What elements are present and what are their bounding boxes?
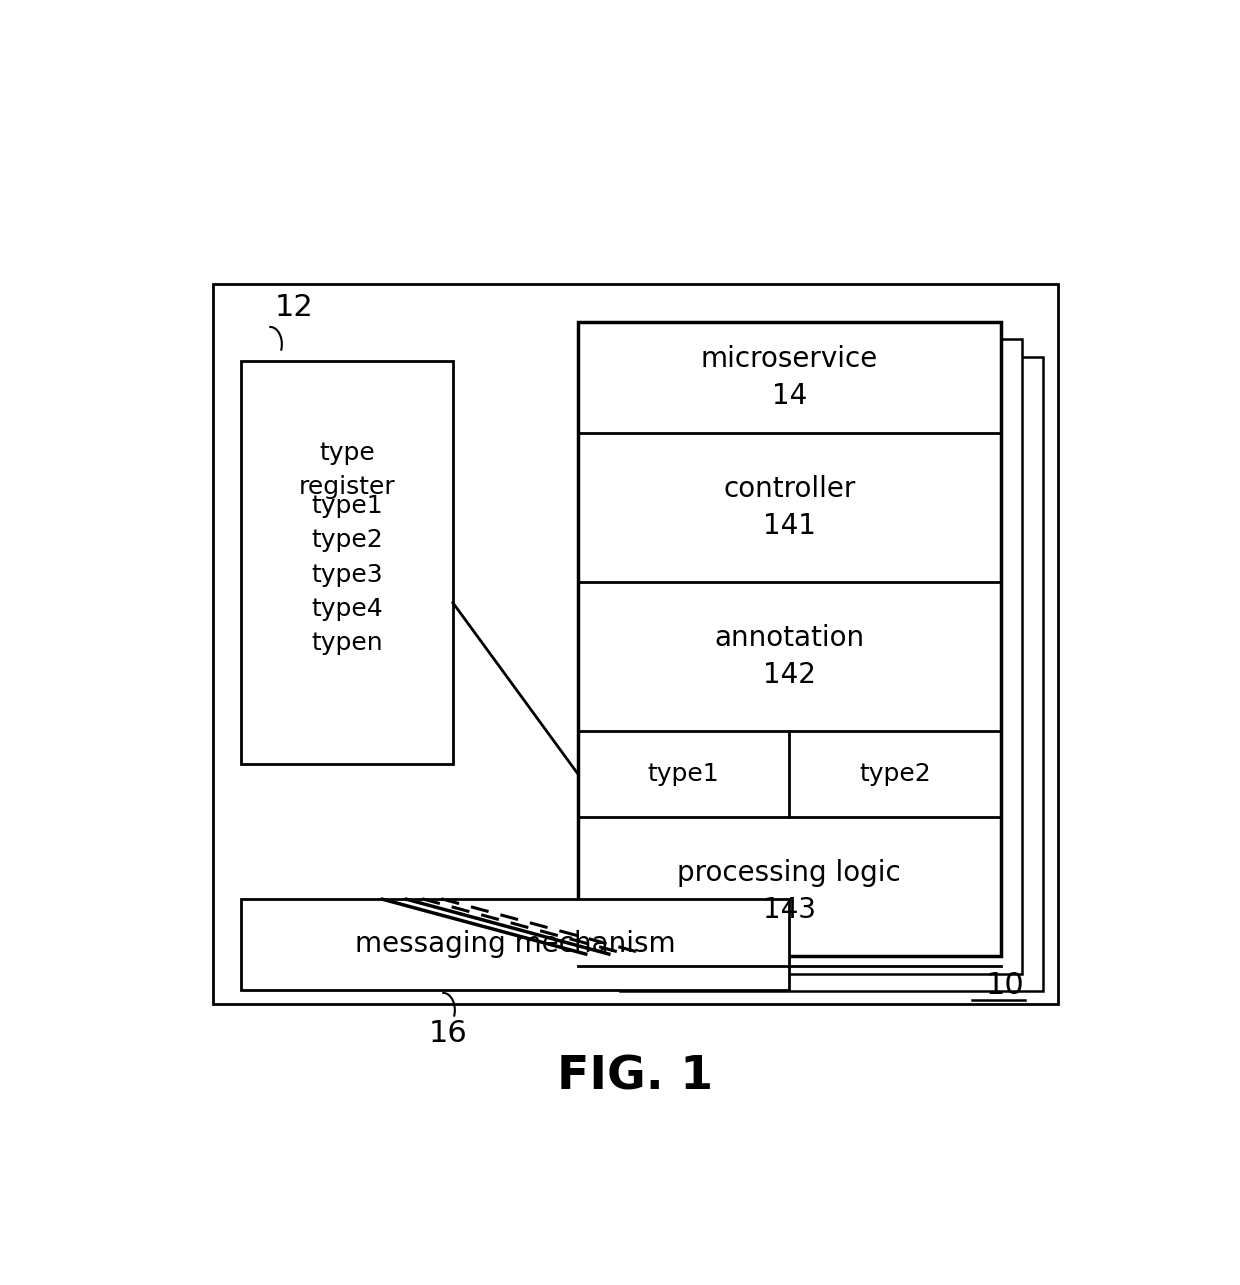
Bar	[242, 361, 453, 765]
Text: type2: type2	[859, 762, 931, 786]
Text: messaging mechanism: messaging mechanism	[355, 930, 676, 959]
Text: type
register: type register	[299, 441, 396, 499]
Text: microservice
14: microservice 14	[701, 346, 878, 410]
Text: annotation
142: annotation 142	[714, 623, 864, 689]
Bar	[578, 323, 1001, 956]
Text: processing logic
143: processing logic 143	[677, 860, 901, 924]
Text: type1: type1	[647, 762, 719, 786]
Text: 12: 12	[275, 293, 314, 323]
Bar	[599, 339, 1022, 974]
Text: controller
141: controller 141	[723, 474, 856, 540]
Text: 16: 16	[429, 1019, 467, 1047]
Text: 10: 10	[986, 970, 1024, 1000]
Bar	[620, 357, 1043, 991]
Bar	[242, 898, 789, 989]
Bar	[213, 284, 1058, 1005]
Text: type1
type2
type3
type4
typen: type1 type2 type3 type4 typen	[311, 493, 383, 655]
Text: FIG. 1: FIG. 1	[558, 1054, 713, 1099]
